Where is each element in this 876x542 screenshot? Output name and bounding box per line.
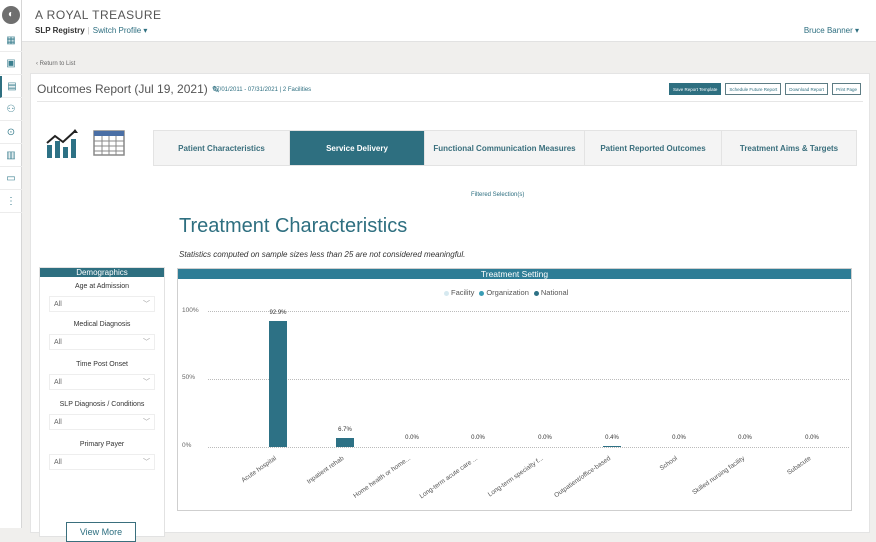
bar-value-label: 0.0% [405, 435, 419, 441]
tab-patient-reported-outcomes[interactable]: Patient Reported Outcomes [585, 131, 722, 165]
divider [37, 101, 863, 102]
bar-outpatient[interactable] [603, 446, 621, 447]
gridline [208, 379, 849, 380]
chevron-down-icon: ﹀ [143, 301, 150, 308]
more-icon[interactable]: ⋮ [0, 191, 22, 213]
bar-value-label: 0.0% [538, 435, 552, 441]
medical-diagnosis-select[interactable]: All ﹀ [49, 334, 155, 350]
left-rail: ◐ ▦ ▣ ▤ ⚇ ⊙ ▥ ▭ ⋮ [0, 0, 22, 528]
gridline [208, 447, 849, 448]
gridline [208, 311, 849, 312]
x-label: School [658, 455, 680, 473]
demographics-panel: Demographics Age at Admission All ﹀ Medic… [39, 267, 165, 542]
chevron-down-icon: ﹀ [143, 379, 150, 386]
x-label: Inpatient rehab [305, 455, 346, 486]
x-label: Outpatient/office-based [553, 455, 613, 500]
chart-view-icon[interactable] [45, 129, 79, 159]
filter-label: Time Post Onset [76, 361, 128, 368]
bar-value-label: 92.9% [269, 310, 287, 316]
bar-value-label: 0.0% [672, 435, 686, 441]
tab-service-delivery[interactable]: Service Delivery [290, 131, 425, 165]
download-report-button[interactable]: Download Report [785, 83, 828, 95]
view-more-button[interactable]: View More [66, 522, 136, 542]
building-icon[interactable]: ▥ [0, 145, 22, 167]
location-icon[interactable]: ⊙ [0, 122, 22, 144]
user-menu[interactable]: Bruce Banner ▾ [803, 26, 859, 35]
report-panel: Outcomes Report (Jul 19, 2021) ✎ 07/01/20… [30, 73, 870, 542]
filter-label: Primary Payer [79, 441, 125, 448]
x-label: Acute hospital [240, 455, 279, 485]
legend-national[interactable]: National [533, 288, 568, 297]
bar-value-label: 0.4% [605, 435, 619, 441]
top-bar: A ROYAL TREASURE SLP Registry | Switch Pro… [22, 0, 876, 42]
filtered-selections-link[interactable]: Filtered Selection(s) [471, 192, 525, 198]
switch-profile-dropdown[interactable]: Switch Profile ▾ [92, 26, 148, 35]
print-page-button[interactable]: Print Page [831, 83, 861, 95]
primary-payer-select[interactable]: All ﹀ [49, 454, 155, 470]
registry-label: SLP Registry [35, 26, 85, 35]
filter-label: Age at Admission [74, 283, 130, 290]
x-label: Subacute [785, 455, 813, 477]
bar-value-label: 6.7% [338, 427, 352, 433]
report-icon[interactable]: ▤ [0, 76, 22, 98]
filter-label: SLP Diagnosis / Conditions [59, 401, 145, 408]
chart-title: Treatment Setting [178, 269, 851, 279]
report-tabs: Patient Characteristics Service Delivery… [153, 130, 857, 166]
id-card-icon[interactable]: ▭ [0, 168, 22, 190]
filter-label: Medical Diagnosis [73, 321, 131, 328]
schedule-future-report-button[interactable]: Schedule Future Report [725, 83, 782, 95]
brand-title: A ROYAL TREASURE [35, 8, 162, 22]
y-tick: 100% [182, 307, 199, 314]
treatment-setting-chart: Treatment Setting Facility Organization … [177, 268, 852, 511]
bar-value-label: 0.0% [805, 435, 819, 441]
slp-diagnosis-select[interactable]: All ﹀ [49, 414, 155, 430]
chevron-down-icon: ﹀ [143, 459, 150, 466]
tab-treatment-aims-targets[interactable]: Treatment Aims & Targets [739, 143, 839, 153]
document-icon[interactable]: ▣ [0, 53, 22, 75]
bar-acute-hospital[interactable] [269, 321, 287, 447]
tab-patient-characteristics[interactable]: Patient Characteristics [154, 131, 290, 165]
x-label: Long-term specialty f... [487, 455, 546, 499]
chevron-down-icon: ﹀ [143, 339, 150, 346]
report-meta[interactable]: 07/01/2011 - 07/31/2021 | 2 Facilities [213, 87, 312, 93]
sub-nav: SLP Registry | Switch Profile ▾ [35, 26, 148, 35]
tab-functional-communication-measures[interactable]: Functional Communication Measures [425, 131, 585, 165]
age-at-admission-select[interactable]: All ﹀ [49, 296, 155, 312]
logo-icon[interactable]: ◐ [2, 6, 20, 24]
y-tick: 50% [182, 374, 196, 381]
chart-legend: Facility Organization National [444, 288, 568, 297]
save-report-template-button[interactable]: Save Report Template [668, 83, 722, 95]
x-label: Home health or home... [352, 455, 413, 500]
table-view-icon[interactable] [93, 129, 125, 157]
report-title: Outcomes Report (Jul 19, 2021) ✎ [37, 82, 221, 96]
bar-value-label: 0.0% [738, 435, 752, 441]
bar-inpatient-rehab[interactable] [336, 438, 354, 447]
section-title: Treatment Characteristics [179, 215, 408, 237]
edit-pencil-icon[interactable]: ✎ [211, 85, 221, 96]
y-tick: 0% [182, 442, 192, 449]
users-icon[interactable]: ⚇ [0, 99, 22, 121]
demographics-header: Demographics [40, 268, 164, 277]
x-label: Skilled nursing facility [691, 455, 747, 497]
time-post-onset-select[interactable]: All ﹀ [49, 374, 155, 390]
x-label: Long-term acute care ... [418, 455, 480, 501]
dashboard-icon[interactable]: ▦ [0, 30, 22, 52]
legend-organization[interactable]: Organization [479, 288, 529, 297]
return-to-list-link[interactable]: ‹ Return to List [36, 61, 76, 67]
chevron-down-icon: ﹀ [143, 419, 150, 426]
sample-size-note: Statistics computed on sample sizes less… [179, 250, 466, 259]
legend-facility[interactable]: Facility [444, 288, 474, 297]
bar-value-label: 0.0% [471, 435, 485, 441]
